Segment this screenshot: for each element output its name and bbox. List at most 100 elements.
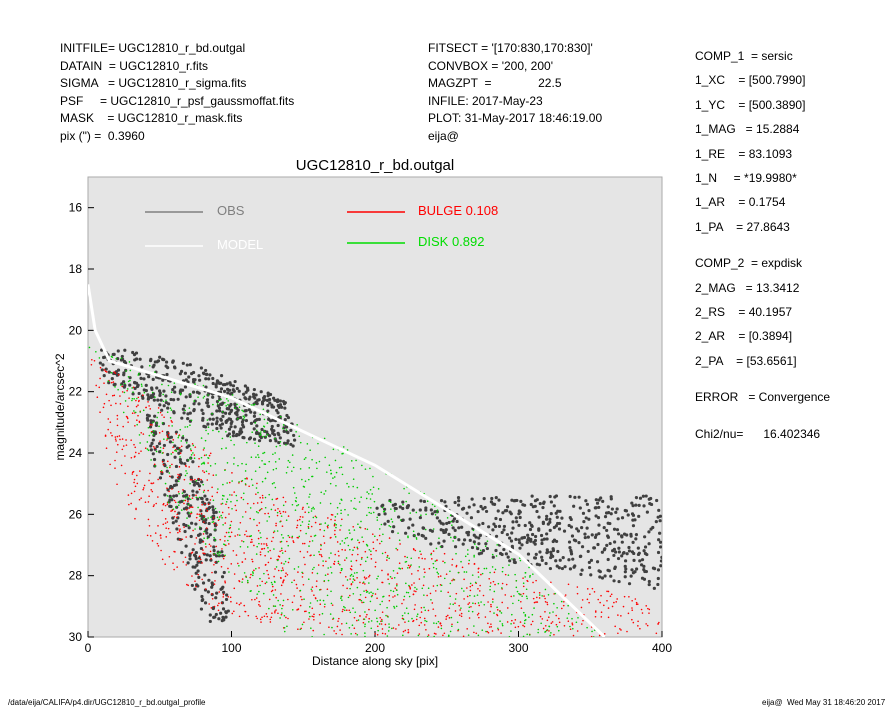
obs-point <box>578 554 582 559</box>
bulge-point <box>254 598 256 601</box>
obs-point <box>144 389 148 393</box>
bulge-point <box>427 634 430 636</box>
bulge-point <box>312 615 315 618</box>
disk-point <box>203 447 205 449</box>
disk-point <box>243 416 246 418</box>
disk-point <box>336 513 339 515</box>
disk-point <box>245 441 248 444</box>
bulge-point <box>202 470 204 472</box>
disk-point <box>200 437 203 439</box>
disk-point <box>460 607 462 609</box>
bulge-point <box>536 601 539 603</box>
bulge-point <box>276 514 279 517</box>
obs-point <box>182 507 187 511</box>
obs-point <box>171 360 175 364</box>
disk-point <box>332 448 335 451</box>
obs-point <box>173 390 177 394</box>
obs-point <box>178 372 182 376</box>
obs-point <box>201 411 205 416</box>
disk-point <box>544 630 547 633</box>
bulge-point <box>171 463 173 466</box>
obs-point <box>182 494 186 498</box>
disk-point <box>225 430 227 433</box>
disk-point <box>369 600 372 603</box>
bulge-point <box>319 528 321 531</box>
obs-point <box>608 541 612 546</box>
disk-point <box>510 630 512 632</box>
disk-point <box>347 486 350 488</box>
disk-point <box>436 571 439 574</box>
obs-point <box>658 531 662 535</box>
disk-point <box>139 442 141 444</box>
bulge-point <box>179 452 182 454</box>
params-line: 1_MAG = 15.2884 <box>695 122 800 137</box>
bulge-point <box>267 561 270 564</box>
obs-point <box>219 374 224 378</box>
bulge-point <box>533 601 536 604</box>
disk-point <box>410 564 412 566</box>
bulge-point <box>610 593 613 596</box>
obs-point <box>213 615 217 619</box>
obs-point <box>549 550 553 554</box>
bulge-point <box>208 454 211 457</box>
bulge-point <box>256 617 258 620</box>
obs-point <box>612 553 616 558</box>
obs-point <box>600 550 604 554</box>
disk-point <box>177 480 180 483</box>
obs-point <box>229 409 233 414</box>
bulge-point <box>514 619 517 621</box>
disk-point <box>407 612 410 615</box>
disk-point <box>170 496 172 499</box>
bulge-point <box>611 605 614 608</box>
disk-point <box>499 620 501 622</box>
bulge-point <box>152 445 155 448</box>
bulge-point <box>116 435 119 438</box>
disk-point <box>207 426 210 428</box>
bulge-point <box>313 613 315 616</box>
bulge-point <box>152 482 155 484</box>
obs-point <box>544 561 548 566</box>
obs-point <box>659 559 662 563</box>
obs-point <box>200 480 204 484</box>
obs-point <box>462 538 467 542</box>
bulge-point <box>250 541 252 543</box>
disk-point <box>182 434 184 437</box>
disk-point <box>473 554 475 557</box>
bulge-point <box>172 451 174 454</box>
bulge-point <box>198 465 200 468</box>
bulge-point <box>637 625 639 627</box>
bulge-point <box>282 569 284 571</box>
obs-point <box>203 494 207 498</box>
obs-point <box>248 436 253 440</box>
disk-point <box>187 503 190 506</box>
disk-point <box>351 624 354 626</box>
disk-point <box>185 441 188 444</box>
obs-point <box>538 550 542 554</box>
bulge-point <box>526 580 529 583</box>
bulge-point <box>266 544 268 547</box>
disk-point <box>347 544 350 547</box>
bulge-point <box>244 610 246 613</box>
bulge-point <box>140 431 143 434</box>
bulge-point <box>311 572 314 574</box>
obs-point <box>569 550 573 554</box>
obs-point <box>203 521 207 525</box>
disk-point <box>529 574 531 577</box>
bulge-point <box>149 423 152 426</box>
bulge-point <box>500 632 502 634</box>
obs-point <box>221 607 226 611</box>
disk-point <box>311 568 314 571</box>
disk-point <box>211 412 213 415</box>
bulge-point <box>176 566 178 568</box>
bulge-point <box>432 608 435 610</box>
disk-point <box>364 560 367 563</box>
bulge-point <box>388 599 391 602</box>
obs-point <box>492 502 497 506</box>
obs-point <box>623 570 627 574</box>
disk-point <box>557 629 560 632</box>
disk-point <box>382 595 385 598</box>
bulge-point <box>626 630 628 633</box>
obs-point <box>177 511 181 515</box>
disk-point <box>366 514 368 517</box>
obs-point <box>505 505 510 509</box>
